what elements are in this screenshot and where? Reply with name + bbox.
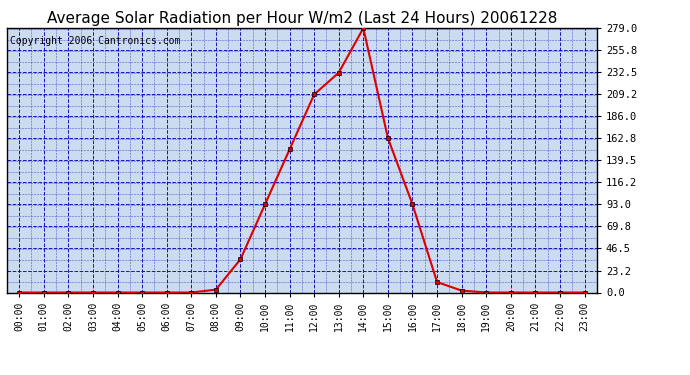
Text: Copyright 2006 Cantronics.com: Copyright 2006 Cantronics.com — [10, 36, 180, 46]
Title: Average Solar Radiation per Hour W/m2 (Last 24 Hours) 20061228: Average Solar Radiation per Hour W/m2 (L… — [47, 10, 557, 26]
